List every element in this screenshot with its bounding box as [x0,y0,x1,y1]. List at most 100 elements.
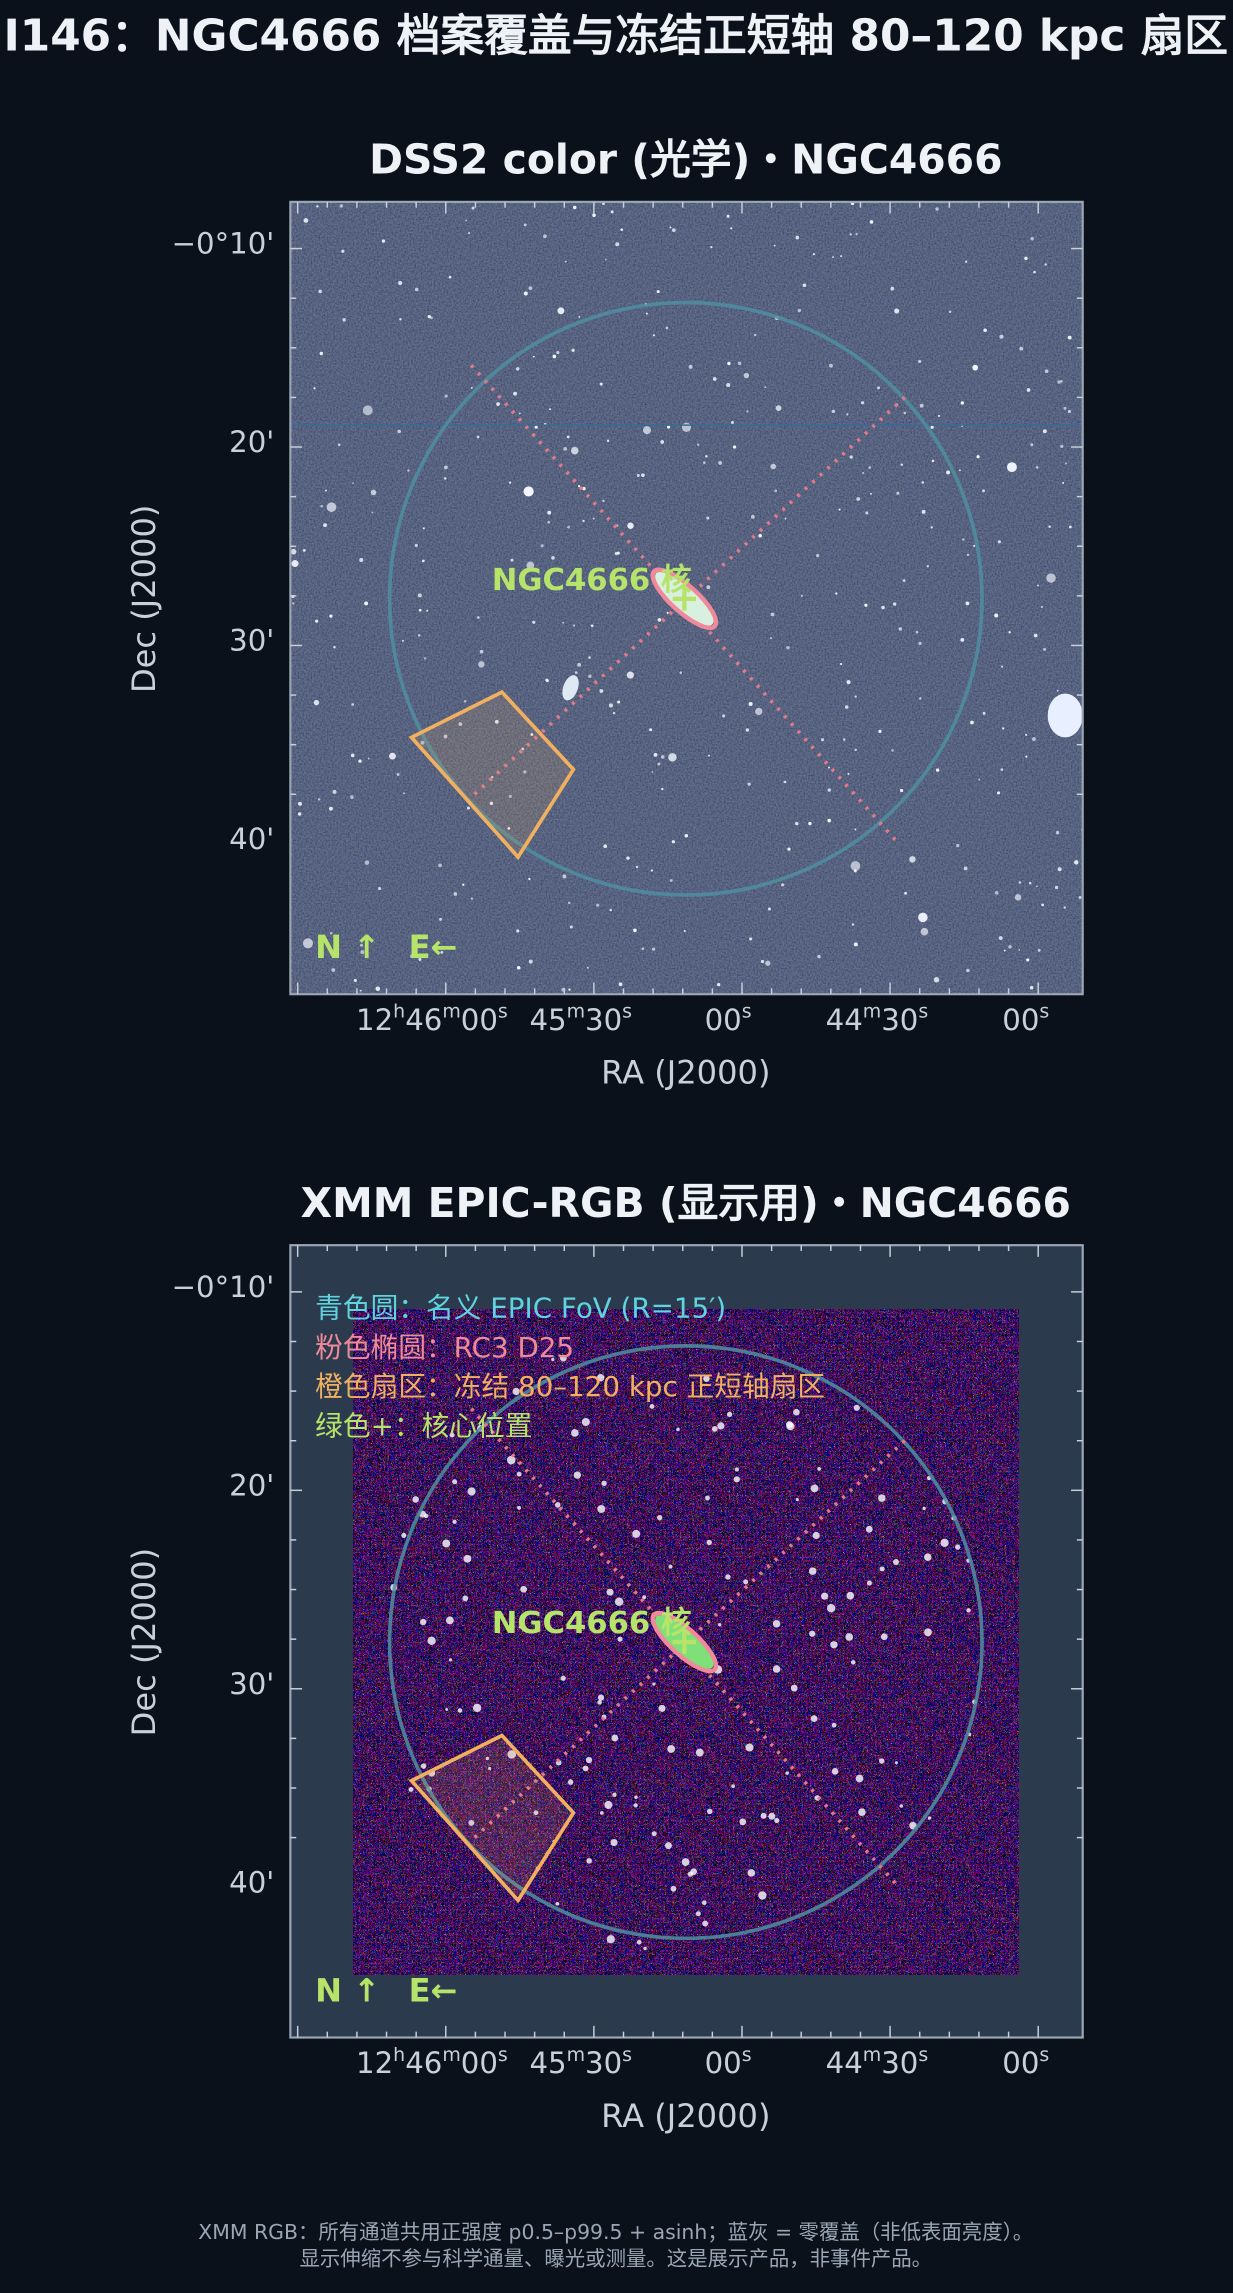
star [620,228,624,231]
star [860,401,865,405]
star [403,792,406,795]
east-label: E← [409,1971,458,2009]
star [599,689,604,693]
star [563,447,568,451]
source [820,1592,829,1600]
tick-number: 45 [529,2046,566,2080]
star [329,931,333,935]
star [966,968,970,973]
source [507,1750,516,1759]
star [510,558,514,562]
source [878,1494,886,1502]
tick-number: 00 [705,2046,742,2080]
star [389,752,396,760]
star [567,901,571,905]
star [877,386,881,390]
star [683,929,686,933]
star [976,455,980,459]
source [772,1665,781,1673]
star [856,497,861,501]
source [658,1704,666,1712]
star [865,511,869,515]
star [313,387,316,390]
star [351,703,355,706]
star [891,749,894,752]
star [899,788,904,793]
star [962,538,965,541]
star [470,897,474,900]
star [878,729,882,733]
source [633,1803,638,1808]
star [747,782,751,786]
source [758,1891,767,1900]
source [705,1495,710,1501]
star [353,978,357,983]
source [772,1620,781,1628]
x-tick-label: 45m30s [529,1000,632,1037]
star [937,414,941,417]
source [597,1700,602,1705]
source [793,1408,800,1416]
star [337,443,341,447]
star [1035,885,1038,888]
star [633,928,637,933]
star [666,425,671,429]
x-tick-label: 00s [705,1000,752,1037]
source [734,1467,739,1472]
star [571,348,575,352]
star [315,619,319,623]
y-tick-label: 30' [229,1667,274,1701]
star [1044,369,1049,374]
plot-frame [289,1244,1084,2039]
star [606,439,610,443]
star [1060,379,1063,383]
star [323,523,327,528]
source [866,1580,872,1586]
star [839,662,843,666]
star [730,421,734,425]
source [668,1564,673,1569]
star [881,605,885,610]
star [350,753,355,758]
star [650,869,653,872]
y-tick-label: 40' [229,1865,274,1899]
star [448,275,452,279]
x-tick-label: 00s [705,2044,752,2081]
star [399,318,402,321]
tick-unit: s [742,1000,752,1022]
star [592,213,596,217]
star [359,989,362,992]
star [666,611,669,615]
star [582,519,585,523]
source [506,1455,516,1465]
star [965,601,970,606]
star [846,680,851,685]
star [528,286,533,290]
legend-entry: 青色圆：名义 EPIC FoV (R=15′) [315,1291,726,1324]
legend-entry: 橙色扇区：冻结 80–120 kpc 正短轴扇区 [315,1370,825,1403]
source [795,1498,799,1502]
source [927,1816,932,1820]
star [635,865,639,869]
star [1044,263,1047,266]
star [660,755,665,759]
source [899,1804,904,1808]
source [611,1734,619,1742]
star [769,637,772,640]
star [358,759,362,763]
star [418,957,422,961]
star [894,308,900,314]
star [443,734,448,739]
star [652,334,655,337]
star [532,355,535,358]
plot-frame [289,200,1084,996]
star [904,891,907,895]
source [831,1768,839,1775]
star [921,509,926,514]
star [577,485,581,488]
star [458,722,463,726]
star [1060,444,1064,449]
star [1063,406,1067,410]
star [573,205,577,210]
star [665,326,669,330]
